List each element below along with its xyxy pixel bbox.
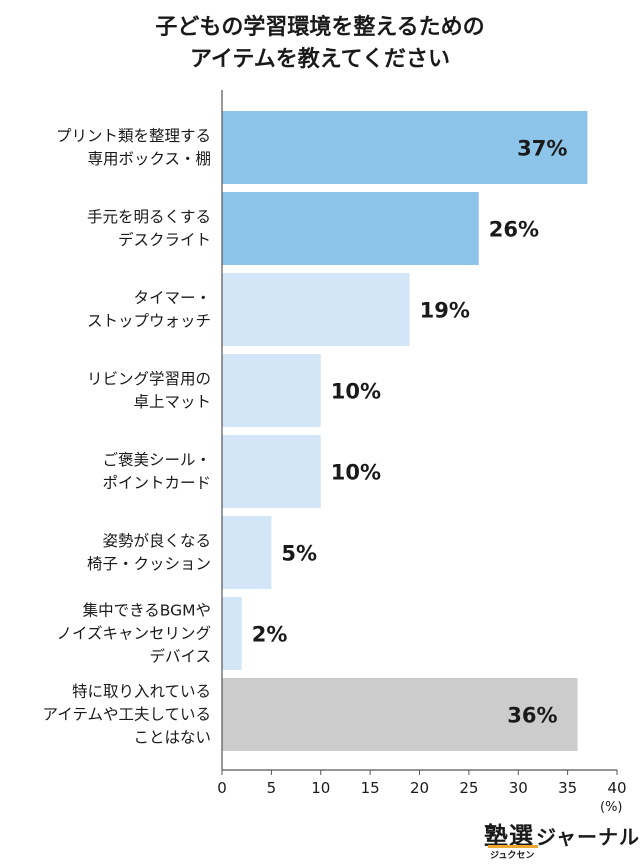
title-line-1: 子どもの学習環境を整えるための xyxy=(155,15,485,40)
category-label: デスクライト xyxy=(118,230,211,249)
category-label: 卓上マット xyxy=(133,393,211,411)
category-label: ポイントカード xyxy=(102,474,211,492)
x-tick-label: 25 xyxy=(459,779,478,797)
data-label: 19% xyxy=(420,299,470,323)
chart-title: 子どもの学習環境を整えるための アイテムを教えてください xyxy=(0,12,640,76)
data-label: 10% xyxy=(331,380,381,404)
category-label: ご褒美シール・ xyxy=(102,451,211,469)
category-label: ノイズキャンセリング xyxy=(56,625,211,643)
logo-accent-bar xyxy=(488,845,538,848)
data-label: 5% xyxy=(281,542,317,566)
category-label: 専用ボックス・棚 xyxy=(87,150,211,168)
data-label: 36% xyxy=(507,704,557,728)
bar xyxy=(222,678,578,751)
x-tick-label: 30 xyxy=(509,779,528,797)
logo-sub-text: ジュクセン xyxy=(490,851,535,861)
x-tick-label: 5 xyxy=(267,779,277,797)
category-label: 特に取り入れている xyxy=(72,683,211,701)
bar xyxy=(222,597,242,670)
data-label: 37% xyxy=(517,137,567,161)
category-label: 椅子・クッション xyxy=(87,555,211,573)
x-tick-label: 35 xyxy=(558,779,577,797)
bar xyxy=(222,354,321,427)
category-label: 手元を明るくする xyxy=(87,208,211,226)
bar xyxy=(222,192,479,265)
x-tick-label: 0 xyxy=(217,779,227,797)
category-label: リビング学習用の xyxy=(87,370,211,388)
x-axis-unit: (%) xyxy=(600,800,623,815)
x-tick-label: 20 xyxy=(410,779,429,797)
category-label: 姿勢が良くなる xyxy=(102,532,211,550)
bar xyxy=(222,111,588,184)
title-line-2: アイテムを教えてください xyxy=(189,47,451,72)
category-label: アイテムや工夫している xyxy=(43,706,212,724)
category-label: プリント類を整理する xyxy=(56,127,211,145)
category-label: ことはない xyxy=(133,729,211,747)
x-tick-label: 15 xyxy=(361,779,380,797)
x-tick-label: 40 xyxy=(607,779,626,797)
logo-kana-text: ジャーナル xyxy=(536,825,640,849)
category-label: ストップウォッチ xyxy=(87,312,211,330)
category-label: 集中できるBGMや xyxy=(83,602,211,620)
brand-logo: 塾選 ジャーナル ジュクセン xyxy=(484,814,639,861)
category-label: デバイス xyxy=(149,647,211,666)
bar xyxy=(222,435,321,508)
bar xyxy=(222,273,410,346)
x-tick-label: 10 xyxy=(311,779,330,797)
data-label: 10% xyxy=(331,461,381,485)
category-label: タイマー・ xyxy=(133,289,211,307)
data-label: 2% xyxy=(252,623,288,647)
data-label: 26% xyxy=(489,218,539,242)
bar xyxy=(222,516,272,589)
